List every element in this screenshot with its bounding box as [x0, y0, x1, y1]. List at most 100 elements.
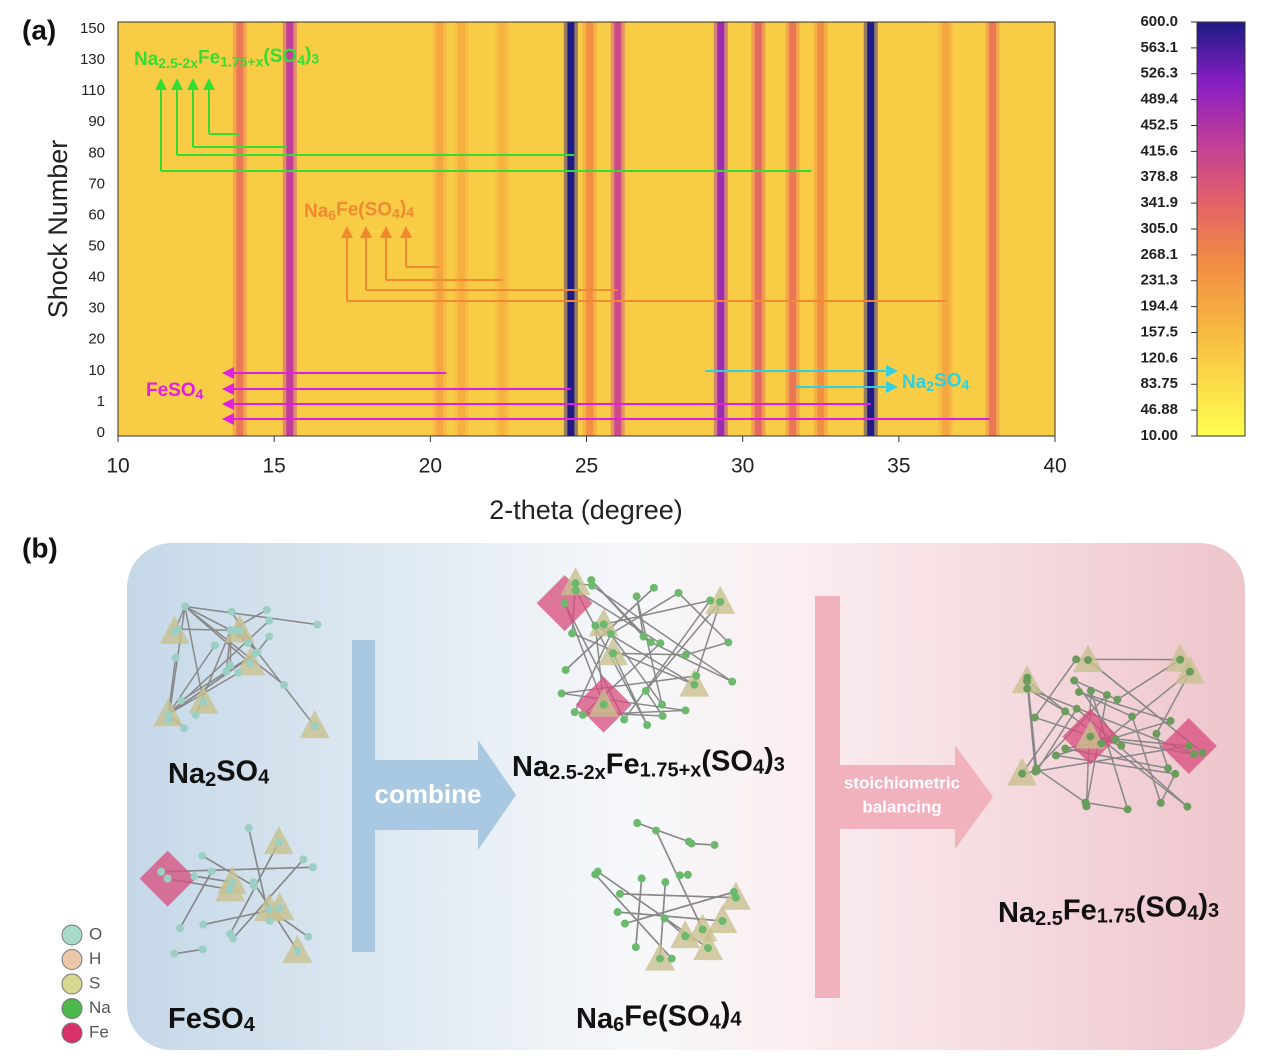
formula-part: (SO: [701, 745, 753, 777]
atom: [199, 921, 207, 929]
colorbar-cell: [1197, 267, 1245, 271]
peak: [586, 22, 593, 436]
colorbar-cell: [1197, 281, 1245, 285]
subscript: 4: [406, 204, 414, 220]
formula-part: Na: [512, 751, 550, 783]
atom: [681, 932, 689, 940]
atom: [661, 878, 669, 886]
colorbar-tick-label: 452.5: [1140, 116, 1178, 133]
colorbar-cell: [1197, 139, 1245, 143]
formula-part: SO: [934, 371, 961, 392]
atom: [208, 867, 216, 875]
colorbar-cell: [1197, 195, 1245, 199]
legend-label: S: [89, 973, 100, 992]
colorbar-cell: [1197, 257, 1245, 261]
y-tick-label: 90: [88, 113, 105, 130]
peak: [989, 22, 996, 436]
atom: [192, 711, 200, 719]
atom: [600, 701, 608, 709]
atom: [591, 870, 599, 878]
colorbar-cell: [1197, 319, 1245, 323]
atom: [222, 668, 230, 676]
formula: Na2SO4: [168, 755, 270, 791]
y-tick-label: 70: [88, 175, 105, 192]
atom: [643, 721, 651, 729]
colorbar-cell: [1197, 153, 1245, 157]
colorbar-tick-label: 341.9: [1140, 194, 1178, 211]
atom: [652, 827, 660, 835]
atom: [1152, 730, 1160, 738]
colorbar-cell: [1197, 429, 1245, 433]
colorbar-cell: [1197, 419, 1245, 423]
atom: [1087, 687, 1095, 695]
atom: [170, 950, 178, 958]
atom: [1124, 805, 1132, 813]
peak: [789, 22, 796, 436]
atom: [1128, 712, 1136, 720]
colorbar-tick-label: 378.8: [1140, 168, 1178, 185]
atom: [724, 638, 732, 646]
colorbar-cell: [1197, 288, 1245, 292]
atom: [1097, 740, 1105, 748]
colorbar-cell: [1197, 322, 1245, 326]
panel-label: (b): [22, 532, 58, 563]
atom: [561, 599, 569, 607]
atom: [699, 926, 707, 934]
colorbar-cell: [1197, 101, 1245, 105]
colorbar-cell: [1197, 98, 1245, 102]
atom: [688, 840, 696, 848]
colorbar-cell: [1197, 39, 1245, 43]
colorbar-tick-label: 305.0: [1140, 220, 1178, 237]
x-tick-label: 40: [1043, 455, 1066, 478]
atom: [572, 586, 580, 594]
y-tick-label: 60: [88, 206, 105, 223]
y-tick-label: 1: [97, 393, 105, 410]
colorbar-cell: [1197, 81, 1245, 85]
atom: [1157, 799, 1165, 807]
colorbar-tick-label: 194.4: [1140, 298, 1178, 315]
formula-part: Fe: [606, 748, 640, 780]
colorbar-cell: [1197, 198, 1245, 202]
panel-label: (a): [22, 14, 56, 45]
atom: [181, 603, 189, 611]
atom: [229, 934, 237, 942]
atom: [1031, 713, 1039, 721]
colorbar-cell: [1197, 260, 1245, 264]
colorbar-tick-label: 83.75: [1140, 375, 1178, 392]
atom: [266, 917, 274, 925]
colorbar-cell: [1197, 32, 1245, 36]
colorbar-cell: [1197, 163, 1245, 167]
colorbar-cell: [1197, 339, 1245, 343]
colorbar-cell: [1197, 188, 1245, 192]
atom: [1103, 691, 1111, 699]
atom: [1032, 764, 1040, 772]
atom: [180, 724, 188, 732]
atom: [716, 598, 724, 606]
atom: [661, 914, 669, 922]
subscript: 4: [962, 376, 970, 392]
step-label: stoichiometric: [844, 773, 960, 792]
atom: [1070, 676, 1078, 684]
colorbar-tick-label: 415.6: [1140, 142, 1178, 159]
atom: [668, 955, 676, 963]
colorbar-cell: [1197, 177, 1245, 181]
atom: [642, 687, 650, 695]
formula-part: Na: [902, 372, 927, 393]
atom: [245, 824, 253, 832]
atom: [1111, 735, 1119, 743]
colorbar-cell: [1197, 326, 1245, 330]
colorbar-cell: [1197, 388, 1245, 392]
subscript: 2: [926, 378, 934, 394]
subscript: 4: [258, 767, 270, 789]
bracket: [352, 640, 375, 952]
colorbar-cell: [1197, 384, 1245, 388]
y-tick-label: 80: [88, 144, 105, 161]
x-tick-label: 25: [575, 455, 598, 478]
formula-part: Na: [168, 758, 206, 790]
subscript: 6: [328, 207, 336, 223]
colorbar-cell: [1197, 370, 1245, 374]
atom: [711, 841, 719, 849]
colorbar-cell: [1197, 91, 1245, 95]
colorbar-cell: [1197, 132, 1245, 136]
formula-part: Fe(SO: [336, 200, 392, 221]
